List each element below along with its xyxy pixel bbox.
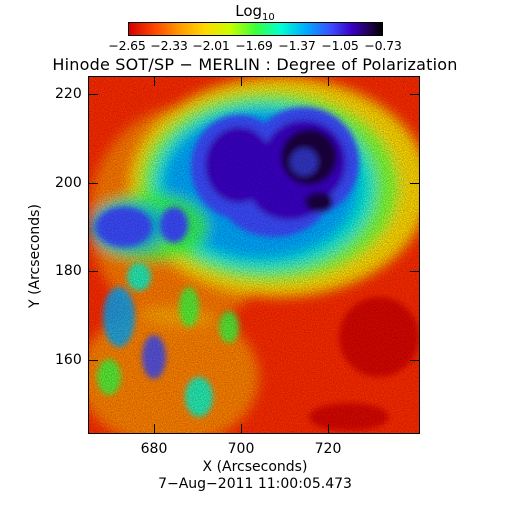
- x-tick-label: 700: [227, 441, 255, 457]
- colorbar-label-subscript: 10: [262, 12, 275, 23]
- y-tickmark-right: [410, 94, 419, 95]
- x-tickmark-top: [328, 77, 329, 86]
- x-tickmark-top: [154, 77, 155, 86]
- y-tickmark: [89, 271, 98, 272]
- y-tick-label: 220: [55, 86, 82, 102]
- x-tickmark: [241, 424, 242, 433]
- colorbar-tick: −2.33: [150, 38, 188, 53]
- colorbar-tick: −2.01: [192, 38, 230, 53]
- y-tick-label: 200: [55, 175, 82, 191]
- y-tickmark: [89, 94, 98, 95]
- y-axis-label: Y (Arcseconds): [27, 204, 43, 308]
- y-tick-label: 180: [55, 263, 82, 279]
- colorbar-label-base: Log: [235, 2, 263, 20]
- colorbar-tick: −1.05: [321, 38, 359, 53]
- colorbar-tick: −1.69: [235, 38, 273, 53]
- y-tickmark-right: [410, 183, 419, 184]
- colorbar-label: Log10: [0, 2, 510, 23]
- y-tickmark: [89, 360, 98, 361]
- x-tick-label: 720: [314, 441, 342, 457]
- timestamp: 7−Aug−2011 11:00:05.473: [158, 476, 352, 492]
- x-tick-label: 680: [140, 441, 168, 457]
- y-tickmark: [89, 183, 98, 184]
- polarization-map-image: [89, 77, 419, 433]
- plot-title: Hinode SOT/SP − MERLIN : Degree of Polar…: [52, 55, 458, 74]
- y-tick-label: 160: [55, 352, 82, 368]
- x-tickmark: [328, 424, 329, 433]
- y-tickmark-right: [410, 271, 419, 272]
- x-tickmark: [154, 424, 155, 433]
- y-tickmark-right: [410, 360, 419, 361]
- x-tickmark-top: [241, 77, 242, 86]
- colorbar-tick: −2.65: [108, 38, 146, 53]
- colorbar-tick: −0.73: [364, 38, 402, 53]
- colorbar-tick: −1.37: [278, 38, 316, 53]
- polarization-map: [88, 76, 420, 434]
- x-axis-label: X (Arcseconds): [202, 459, 308, 475]
- colorbar: [128, 22, 383, 36]
